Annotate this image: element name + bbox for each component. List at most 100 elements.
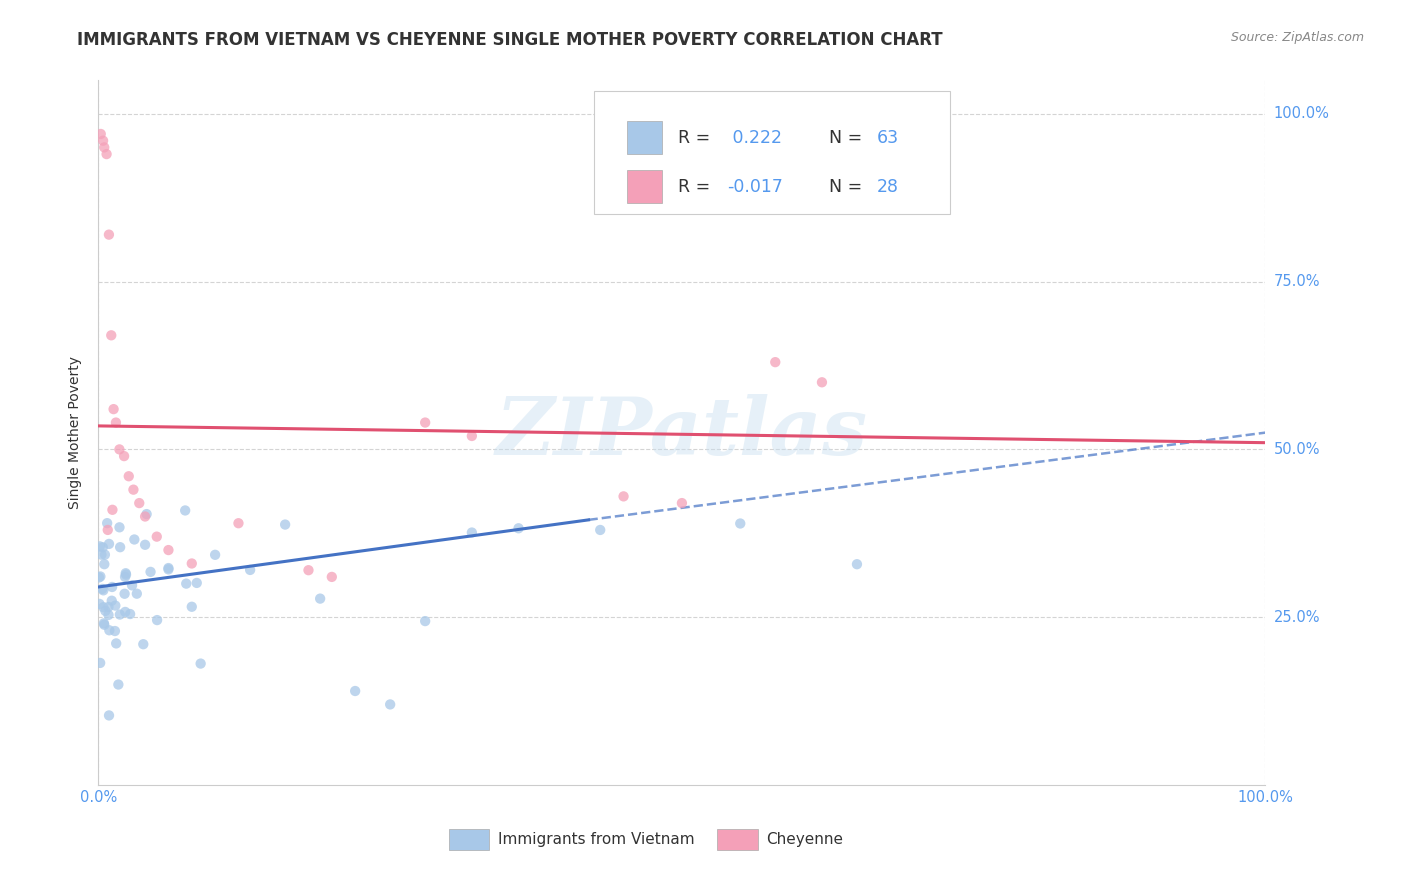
Point [461,429,484,443]
Point [135,507,157,521]
Point [112,449,135,463]
Point [90,548,112,562]
Point [180,599,202,614]
Point [228,516,250,531]
Text: ZIPatlas: ZIPatlas [496,394,868,471]
Point [114,587,136,601]
Point [104,416,127,430]
Point [97,607,120,622]
Point [413,416,436,430]
Point [146,613,169,627]
Y-axis label: Single Mother Poverty: Single Mother Poverty [69,356,83,509]
Point [730,516,752,531]
Point [309,591,332,606]
Point [122,483,145,497]
Text: Cheyenne: Cheyenne [766,832,844,847]
Point [589,523,612,537]
Point [98,537,121,551]
Text: Immigrants from Vietnam: Immigrants from Vietnam [498,832,695,847]
Point [186,576,208,591]
Point [96,516,118,530]
Point [94,604,117,618]
Point [97,523,120,537]
Point [811,376,834,390]
Point [413,614,436,628]
Point [671,496,693,510]
Point [274,517,297,532]
Point [114,566,136,581]
Point [89,540,111,554]
Point [89,656,111,670]
Point [132,637,155,651]
Point [613,489,636,503]
Text: R =: R = [679,178,716,196]
Point [157,543,180,558]
Point [114,570,136,584]
Point [125,587,148,601]
Point [121,578,143,592]
Point [98,624,121,638]
Point [93,558,115,572]
Text: 50.0%: 50.0% [1274,442,1320,457]
Text: 0.222: 0.222 [727,129,782,147]
Point [114,605,136,619]
Point [103,402,125,417]
FancyBboxPatch shape [449,830,489,850]
Point [115,567,138,582]
Point [98,708,121,723]
Text: N =: N = [818,129,868,147]
Point [180,557,202,571]
Point [93,616,115,631]
Point [97,227,120,242]
Point [100,328,122,343]
Point [380,698,402,712]
Point [89,597,111,611]
Point [104,599,127,613]
Point [91,541,114,555]
Text: 100.0%: 100.0% [1274,106,1330,121]
Point [344,684,367,698]
Point [91,134,114,148]
Point [108,520,131,534]
Point [93,583,115,598]
Point [87,570,110,584]
Point [93,617,115,632]
Point [461,525,484,540]
Point [239,563,262,577]
Text: 75.0%: 75.0% [1274,274,1320,289]
FancyBboxPatch shape [595,91,950,214]
Text: N =: N = [818,178,868,196]
Point [94,548,117,562]
Point [157,561,180,575]
Point [157,562,180,576]
Text: IMMIGRANTS FROM VIETNAM VS CHEYENNE SINGLE MOTHER POVERTY CORRELATION CHART: IMMIGRANTS FROM VIETNAM VS CHEYENNE SING… [77,31,943,49]
Point [96,147,118,161]
Point [321,570,343,584]
Text: Source: ZipAtlas.com: Source: ZipAtlas.com [1230,31,1364,45]
FancyBboxPatch shape [627,170,662,203]
Point [146,530,169,544]
Point [128,496,150,510]
Point [93,600,115,615]
Point [108,607,131,622]
Point [174,503,197,517]
Text: 28: 28 [877,178,898,196]
Point [139,565,162,579]
Point [104,624,127,638]
Point [120,607,142,621]
Point [107,677,129,691]
Point [204,548,226,562]
Point [763,355,786,369]
Text: 63: 63 [877,129,898,147]
Point [101,580,124,594]
Point [105,636,128,650]
FancyBboxPatch shape [627,121,662,153]
Point [118,469,141,483]
FancyBboxPatch shape [717,830,758,850]
Text: R =: R = [679,129,716,147]
Point [134,538,156,552]
Point [90,127,112,141]
Point [124,533,146,547]
Point [174,576,197,591]
Text: -0.017: -0.017 [727,178,783,196]
